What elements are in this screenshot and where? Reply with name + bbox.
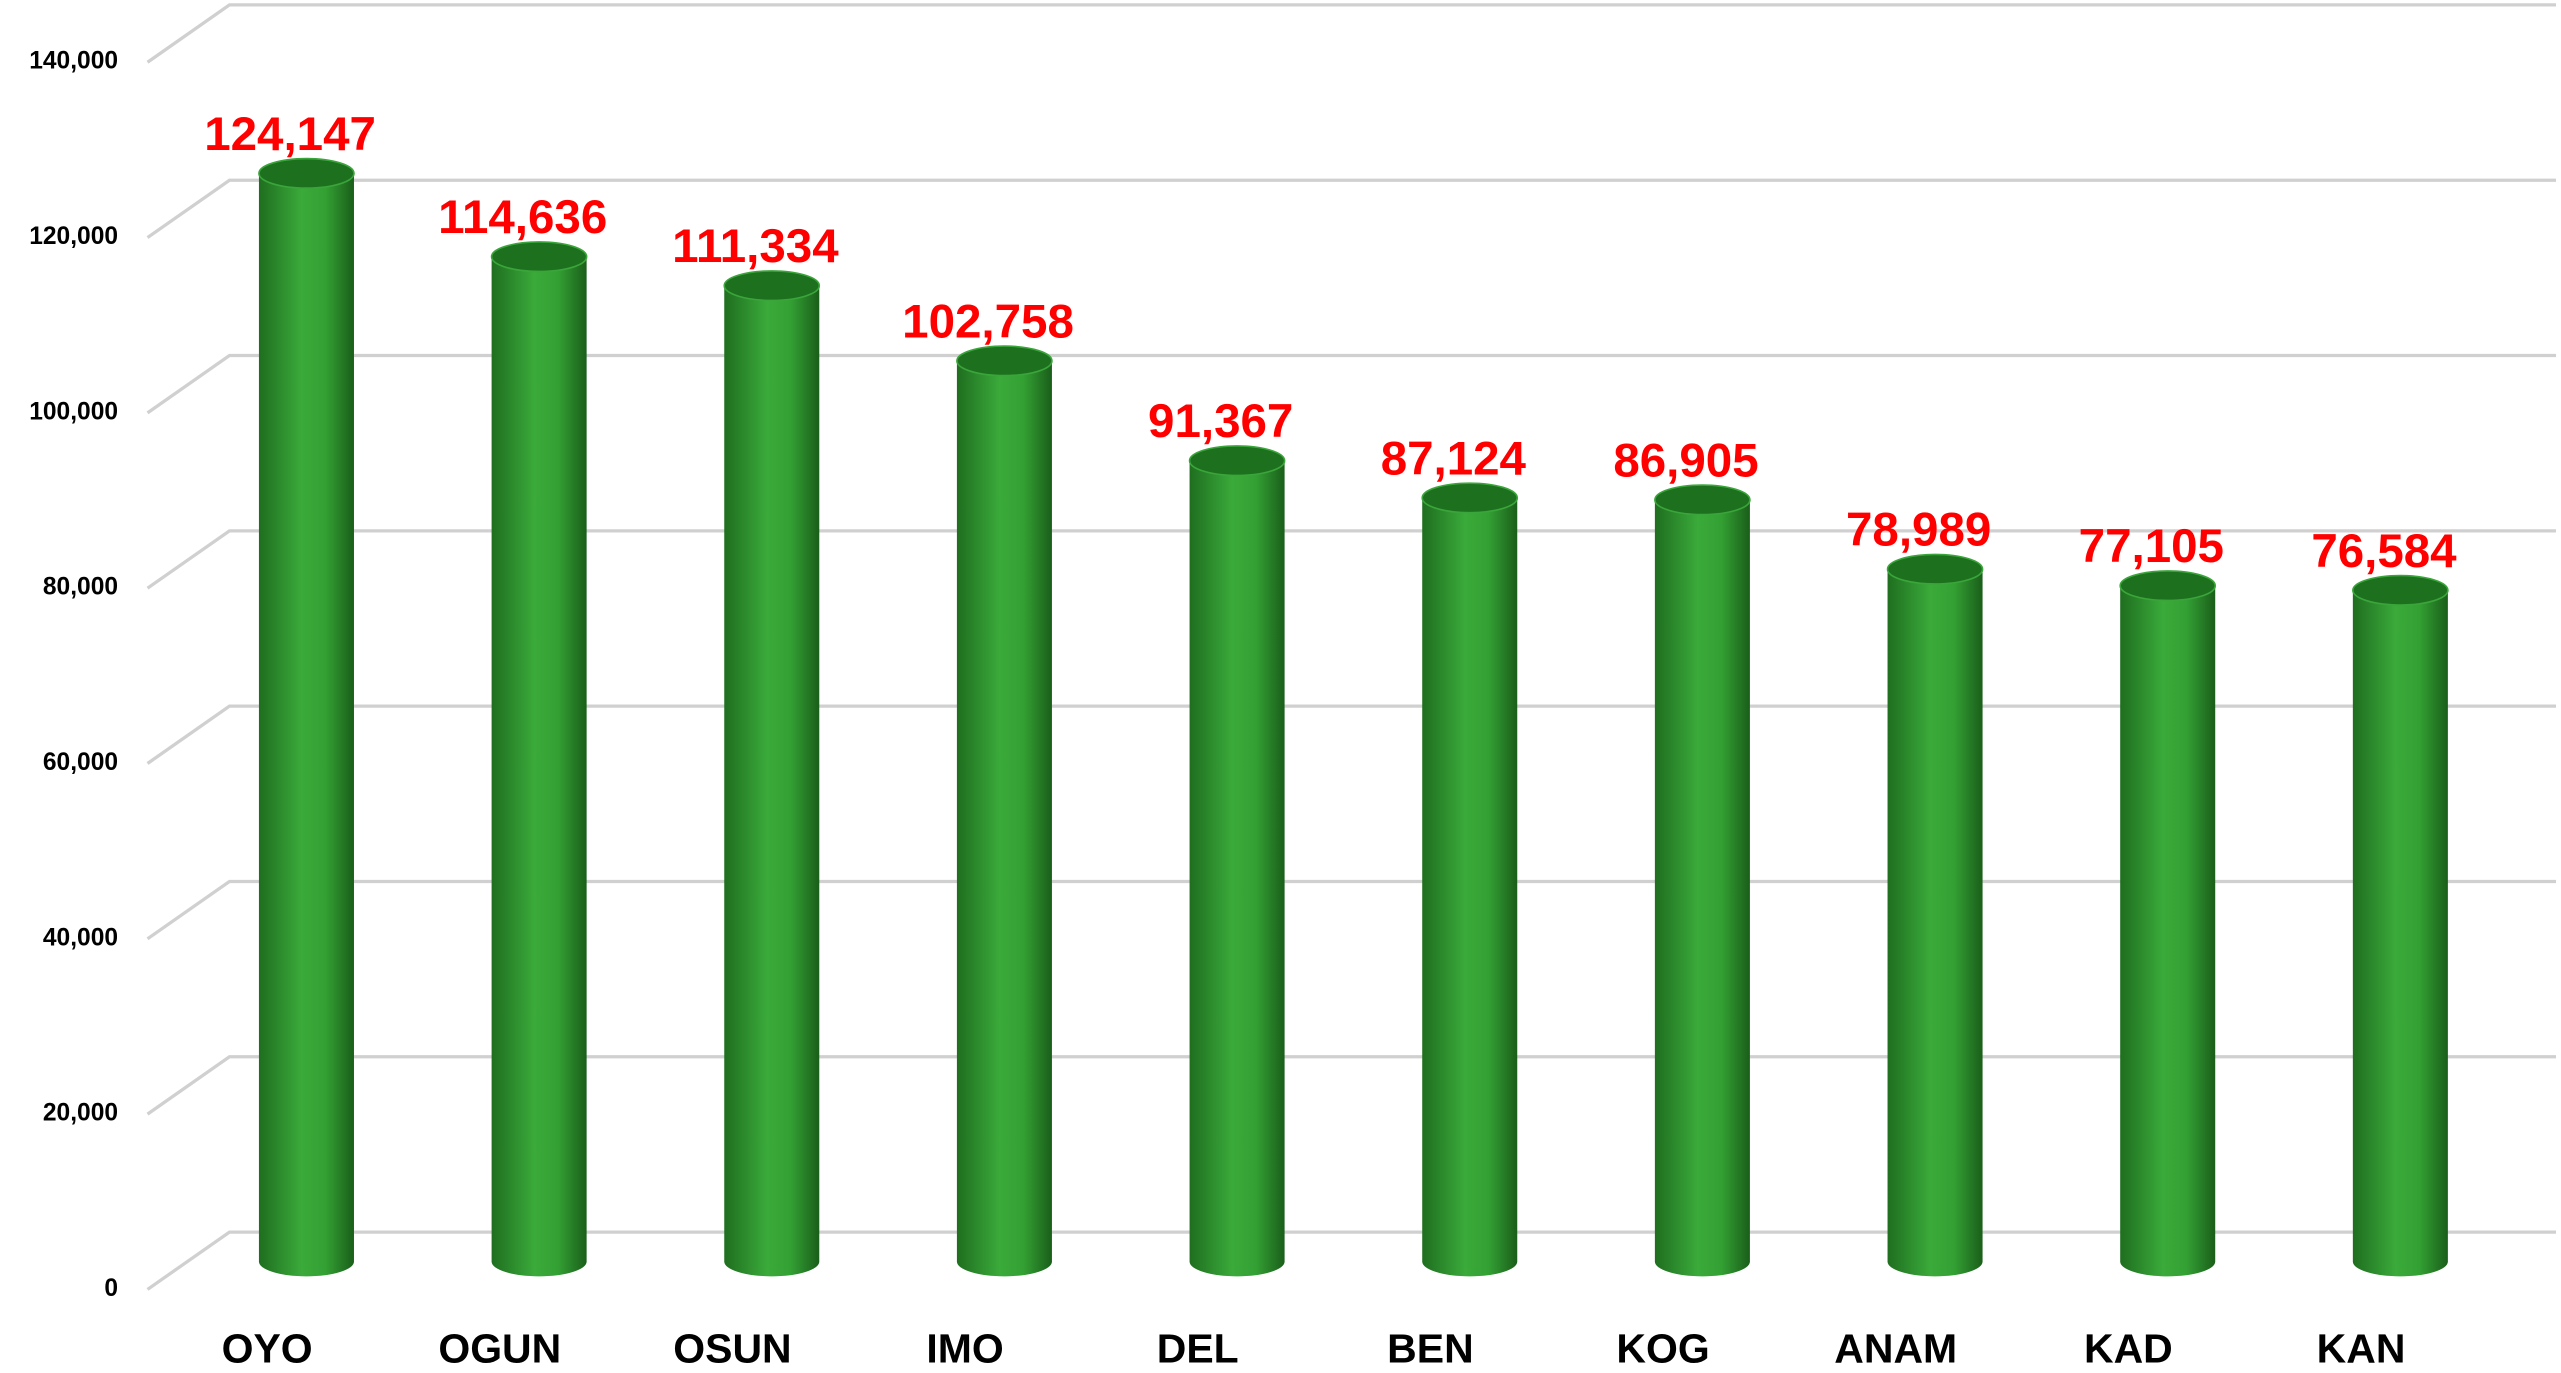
x-tick-label: KAD (2084, 1326, 2173, 1372)
x-tick-label: IMO (926, 1326, 1003, 1372)
bar-top (1654, 484, 1751, 516)
x-tick-label: OYO (222, 1326, 313, 1372)
grid-line (146, 1055, 2557, 1116)
y-tick-label: 40,000 (43, 924, 118, 951)
grid-line (146, 529, 2557, 590)
value-label: 91,367 (1148, 395, 1293, 448)
bar (2352, 590, 2448, 1277)
x-tick-label: ANAM (1834, 1326, 1957, 1372)
x-tick-label: KOG (1616, 1326, 1709, 1372)
y-tick-label: 20,000 (43, 1100, 118, 1127)
x-tick-label: DEL (1157, 1326, 1239, 1372)
grid-line (146, 353, 2557, 415)
y-tick-label: 120,000 (29, 223, 118, 250)
y-tick-label: 0 (104, 1275, 118, 1302)
bar (2120, 585, 2216, 1277)
bar (258, 173, 354, 1277)
bar (724, 285, 820, 1277)
x-tick-label: OGUN (438, 1326, 561, 1372)
grid-line (146, 3, 2557, 64)
x-tick-label: BEN (1387, 1326, 1473, 1372)
bar (1654, 499, 1750, 1277)
value-label: 111,334 (672, 220, 839, 273)
value-label: 78,989 (1846, 504, 1991, 557)
grid-line (146, 704, 2557, 765)
value-label: 87,124 (1381, 432, 1527, 485)
bar (1189, 460, 1285, 1277)
bar (1887, 569, 1983, 1277)
bar-top (956, 345, 1053, 377)
value-label: 76,584 (2311, 525, 2457, 578)
bar (956, 360, 1052, 1277)
bar-top (490, 241, 588, 273)
value-label: 124,147 (204, 108, 376, 161)
value-label: 86,905 (1613, 434, 1758, 487)
bar-top (1886, 553, 1984, 585)
bar-top (723, 270, 821, 302)
x-tick-label: KAN (2317, 1326, 2406, 1372)
value-label: 102,758 (902, 295, 1074, 348)
grid-line (146, 879, 2557, 941)
y-tick-label: 100,000 (29, 398, 118, 425)
bar-top (1421, 482, 1519, 514)
bar (491, 256, 587, 1277)
grid-line (146, 178, 2557, 239)
value-label: 114,636 (438, 191, 607, 244)
bar-top (2352, 574, 2449, 606)
grid-line (146, 1230, 2557, 1291)
bar-top (1188, 445, 1286, 477)
x-tick-label: OSUN (673, 1326, 791, 1372)
bar (1422, 497, 1518, 1277)
value-label: 77,105 (2079, 520, 2224, 573)
y-tick-label: 60,000 (43, 749, 118, 776)
bar-top (258, 157, 355, 189)
y-tick-label: 140,000 (29, 48, 118, 75)
bar-top (2119, 570, 2217, 602)
y-tick-label: 80,000 (43, 574, 118, 601)
